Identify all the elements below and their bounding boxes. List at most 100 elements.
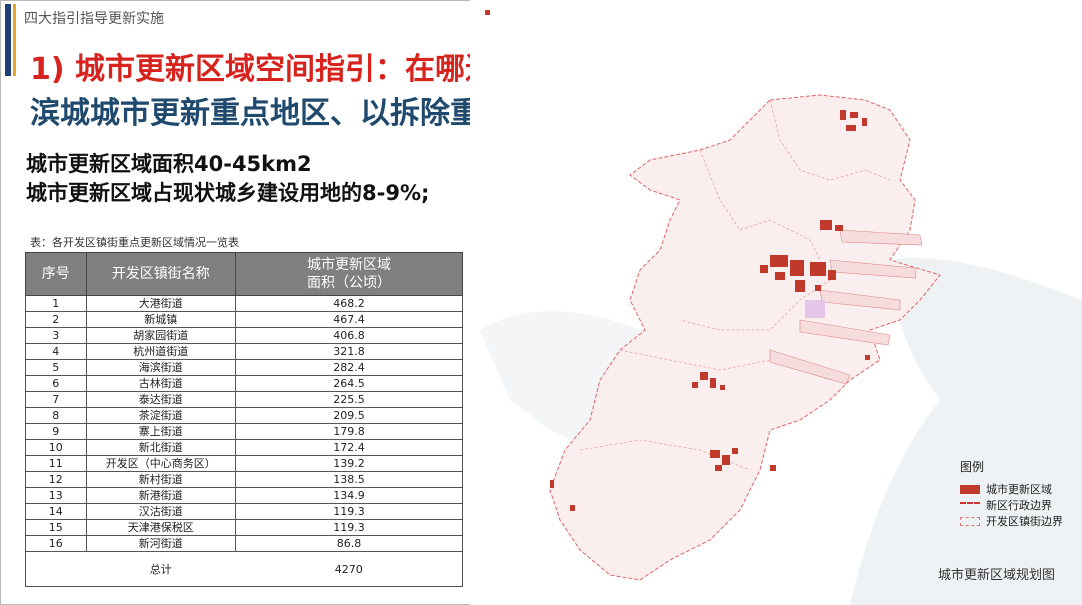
table-row: 10 新北街道 172.4 — [25, 439, 463, 456]
special-zone — [805, 300, 825, 318]
cell-index: 15 — [25, 519, 87, 536]
update-area-table: 序号 开发区镇街名称 城市更新区域 面积（公顷） 1 大港街道 468.2 2 新城镇 4… — [25, 252, 463, 587]
cell-name: 新河街道 — [85, 535, 237, 552]
cell-area: 282.4 — [235, 359, 463, 376]
cell-index: 12 — [25, 471, 87, 488]
renewal-areas — [485, 10, 870, 511]
header-name: 开发区镇街名称 — [85, 252, 237, 296]
cell-name: 大港街道 — [85, 295, 237, 312]
cell-area: 225.5 — [235, 391, 463, 408]
cell-area: 264.5 — [235, 375, 463, 392]
header-index: 序号 — [25, 252, 87, 296]
cell-total-empty — [25, 551, 86, 587]
accent-bar-gold — [13, 4, 16, 76]
legend-swatch-street-line — [960, 516, 980, 526]
accent-bar-blue — [5, 4, 11, 76]
table-row: 4 杭州道街道 321.8 — [25, 343, 463, 360]
cell-index: 5 — [25, 359, 87, 376]
cell-index: 8 — [25, 407, 87, 424]
port-pier — [799, 319, 891, 346]
cell-name: 新村街道 — [85, 471, 237, 488]
cell-index: 14 — [25, 503, 87, 520]
map-legend: 图例 城市更新区域 新区行政边界 开发区镇街边界 — [960, 458, 1063, 529]
street-boundary — [619, 349, 831, 381]
cell-name: 胡家园街道 — [85, 327, 237, 344]
cell-name: 开发区（中心商务区） — [85, 455, 237, 472]
street-boundary — [579, 439, 751, 471]
legend-label: 城市更新区域 — [986, 483, 1052, 496]
legend-title: 图例 — [960, 460, 985, 474]
cell-area: 119.3 — [235, 503, 463, 520]
table-row: 12 新村街道 138.5 — [25, 471, 463, 488]
cell-name: 新港街道 — [85, 487, 237, 504]
cell-index: 10 — [25, 439, 87, 456]
cell-index: 16 — [25, 535, 87, 552]
table-row: 11 开发区（中心商务区） 139.2 — [25, 455, 463, 472]
table-row: 15 天津港保税区 119.3 — [25, 519, 463, 536]
street-boundary — [679, 149, 831, 331]
cell-total-label: 总计 — [86, 551, 236, 587]
map-sea — [850, 258, 1082, 605]
table-total-row: 总计 4270 — [25, 551, 463, 587]
table-row: 2 新城镇 467.4 — [25, 311, 463, 328]
cell-name: 泰达街道 — [85, 391, 237, 408]
cell-area: 138.5 — [235, 471, 463, 488]
table-header-row: 序号 开发区镇街名称 城市更新区域 面积（公顷） — [25, 252, 463, 296]
cell-name: 寨上街道 — [85, 423, 237, 440]
cell-area: 406.8 — [235, 327, 463, 344]
cell-area: 119.3 — [235, 519, 463, 536]
table-row: 6 古林街道 264.5 — [25, 375, 463, 392]
table-row: 16 新河街道 86.8 — [25, 535, 463, 552]
legend-item-street-boundary: 开发区镇街边界 — [960, 513, 1063, 529]
table-row: 1 大港街道 468.2 — [25, 295, 463, 312]
legend-label: 新区行政边界 — [986, 499, 1052, 512]
cell-index: 2 — [25, 311, 87, 328]
port-pier — [819, 289, 901, 311]
cell-name: 杭州道街道 — [85, 343, 237, 360]
cell-name: 新城镇 — [85, 311, 237, 328]
cell-area: 139.2 — [235, 455, 463, 472]
legend-item-admin-boundary: 新区行政边界 — [960, 497, 1063, 513]
cell-index: 3 — [25, 327, 87, 344]
port-pier — [829, 259, 917, 279]
renewal-area-map — [470, 0, 1082, 605]
table-row: 5 海滨街道 282.4 — [25, 359, 463, 376]
cell-area: 321.8 — [235, 343, 463, 360]
cell-index: 6 — [25, 375, 87, 392]
cell-name: 新北街道 — [85, 439, 237, 456]
table-row: 14 汉沽街道 119.3 — [25, 503, 463, 520]
cell-index: 9 — [25, 423, 87, 440]
cell-area: 86.8 — [235, 535, 463, 552]
table-row: 7 泰达街道 225.5 — [25, 391, 463, 408]
table-row: 3 胡家园街道 406.8 — [25, 327, 463, 344]
cell-area: 179.8 — [235, 423, 463, 440]
legend-item-renewal: 城市更新区域 — [960, 481, 1063, 497]
table-body: 1 大港街道 468.2 2 新城镇 467.4 3 胡家园街道 406.8 4 杭州道街道 321.… — [25, 295, 463, 587]
cell-area: 172.4 — [235, 439, 463, 456]
map-caption: 城市更新区域规划图 — [938, 568, 1056, 583]
cell-area: 467.4 — [235, 311, 463, 328]
stat-area: 城市更新区域面积40-45km2 — [26, 152, 312, 176]
cell-total-value: 4270 — [235, 551, 463, 587]
cell-name: 天津港保税区 — [85, 519, 237, 536]
port-pier — [839, 229, 923, 246]
header-area: 城市更新区域 面积（公顷） — [235, 252, 463, 296]
table-caption: 表：各开发区镇街重点更新区域情况一览表 — [30, 236, 239, 249]
section-label: 四大指引指导更新实施 — [24, 11, 164, 27]
table-row: 8 茶淀街道 209.5 — [25, 407, 463, 424]
cell-name: 古林街道 — [85, 375, 237, 392]
cell-index: 11 — [25, 455, 87, 472]
cell-area: 209.5 — [235, 407, 463, 424]
cell-name: 海滨街道 — [85, 359, 237, 376]
cell-name: 汉沽街道 — [85, 503, 237, 520]
stat-ratio: 城市更新区域占现状城乡建设用地的8-9%; — [26, 181, 430, 205]
cell-name: 茶淀街道 — [85, 407, 237, 424]
legend-label: 开发区镇街边界 — [986, 515, 1063, 528]
cell-index: 13 — [25, 487, 87, 504]
table-row: 9 寨上街道 179.8 — [25, 423, 463, 440]
cell-area: 468.2 — [235, 295, 463, 312]
cell-index: 7 — [25, 391, 87, 408]
cell-area: 134.9 — [235, 487, 463, 504]
table-row: 13 新港街道 134.9 — [25, 487, 463, 504]
port-pier — [769, 349, 851, 385]
